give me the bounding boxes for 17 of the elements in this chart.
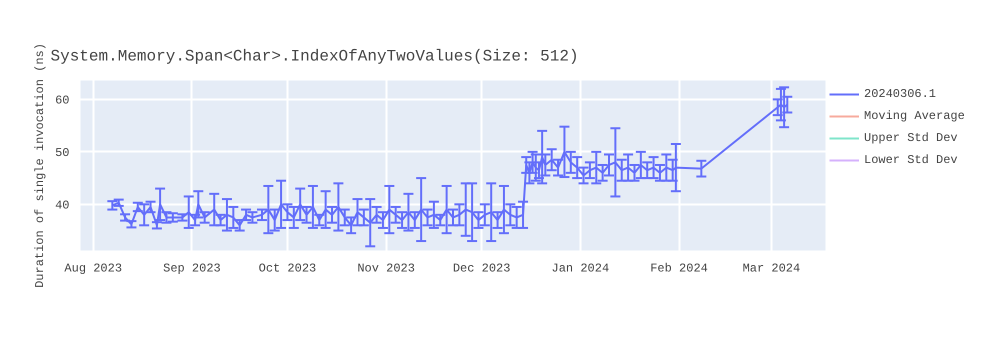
y-tick-label: 50 [55,146,70,160]
x-tick-label: Nov 2023 [357,262,415,276]
x-tick-label: Aug 2023 [64,262,122,276]
x-tick-label: Sep 2023 [163,262,221,276]
chart-title: System.Memory.Span<Char>.IndexOfAnyTwoValues(Size: 512) [50,48,579,66]
legend-label: 20240306.1 [864,87,936,101]
legend-label: Upper Std Dev [864,131,958,145]
legend-label: Moving Average [864,109,965,123]
x-tick-label: Jan 2024 [552,262,610,276]
x-tick-label: Feb 2024 [650,262,708,276]
x-tick-label: Mar 2024 [742,262,800,276]
x-tick-label: Dec 2023 [452,262,510,276]
legend-label: Lower Std Dev [864,153,958,167]
y-axis-title: Duration of single invocation (ns) [33,43,48,288]
y-tick-label: 60 [55,93,70,108]
y-tick-label: 40 [55,198,70,212]
x-tick-label: Oct 2023 [258,262,316,276]
